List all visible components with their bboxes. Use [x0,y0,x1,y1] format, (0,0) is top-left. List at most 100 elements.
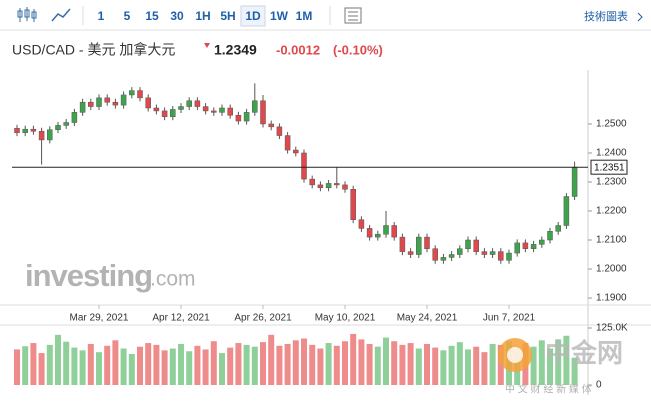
volume-bar [374,346,381,385]
volume-bar [128,353,135,385]
candle-body [481,251,488,255]
volume-bar [219,353,225,385]
candle-body [547,231,553,241]
volume-bar [350,333,357,385]
volume-bar [497,344,504,385]
candle-body [79,101,86,113]
candle-body [407,251,414,255]
plot: 1.2500 1.2400 1.2300 1.2200 1.2100 1.2000 1.19… [12,83,628,391]
candle-body [424,236,430,249]
volume-bar [358,339,365,385]
volume-bar [555,339,562,385]
volume-bar [71,347,78,385]
y-tick-label: 1.2400 [596,148,627,159]
candle-body [465,239,471,249]
candle-body [211,110,217,113]
candle-body [506,252,512,261]
watermark-domain: .com [150,268,196,291]
volume-bar [227,347,234,385]
active-interval [240,5,266,27]
interval-button[interactable]: 1 [98,9,105,23]
volume-bar [456,342,463,385]
candle-body [235,115,242,122]
volume-bar [284,343,291,385]
volume-bar [235,343,242,385]
candle-body [514,242,520,254]
candle-body [498,251,504,261]
logo-text: 中金网 [545,338,623,368]
volume-bar [210,341,217,385]
candle-body [293,149,299,154]
interval-button[interactable]: 30 [170,9,184,23]
candle-body [129,90,135,96]
candle-body [555,225,561,232]
volume-bar [440,350,447,385]
volume-bar [407,343,414,385]
change: -0.0012 [276,42,320,57]
volume-bar [424,343,430,385]
volume-bar [481,352,488,385]
interval-button[interactable]: 1M [296,9,313,23]
volume-bar [383,337,389,385]
volume-bar [366,343,373,385]
interval-button[interactable]: 1D [245,9,261,23]
volume-bar [145,343,152,385]
candle-body [375,233,381,238]
line-icon[interactable] [51,8,71,22]
candle-body [178,106,184,110]
volume-bar [399,344,406,385]
interval-button[interactable]: 1H [195,9,210,23]
y-tick-label: 1.2000 [596,264,627,275]
interval-button[interactable]: 5 [124,9,131,23]
volume-tick-label: 125.0K [596,323,628,334]
y-tick-label: 1.2200 [596,206,627,217]
candle-body [71,112,78,123]
candle-body [448,254,455,258]
volume-bar [46,344,53,385]
volume-bar [178,343,184,385]
y-tick-label: 1.2500 [596,119,627,130]
volume-bar [104,345,111,385]
candle-body [170,109,176,117]
candle-body [47,129,53,141]
toolbar [0,0,651,30]
volume-bar [547,348,553,385]
candle-body [260,100,266,125]
candle-body [301,152,307,180]
volume-bar [22,346,29,385]
volume-bar [30,343,37,385]
candle-body [153,107,160,112]
candle-body [63,122,69,126]
candle-body [96,97,102,107]
interval-button[interactable]: 1W [270,9,289,23]
candle-body [137,90,143,99]
volume-bar [14,349,20,385]
interval-button[interactable]: 5H [220,9,235,23]
settings-icon[interactable] [344,7,362,24]
candle-body [252,100,258,113]
volume-bar [333,345,340,385]
candle-body [457,248,463,255]
candle-body [366,228,373,238]
watermark-brand: investing [25,258,152,293]
chart-link-arrow [637,12,643,22]
volume-bar [63,341,70,385]
volume-bar [243,344,250,385]
candle-body [440,257,447,261]
volume-bar [96,352,102,385]
candle-body [161,110,168,117]
candle-icon[interactable] [17,7,37,22]
volume-bar [55,334,61,385]
logo-tagline: 中 文 财 经 新 媒 体 [505,383,592,396]
volume-bar [202,349,209,385]
candle-body [432,248,438,261]
volume-bar [342,341,348,385]
candle-body [194,100,201,107]
chart-link[interactable]: 技術圖表 [584,9,628,23]
candle-body [243,112,250,122]
interval-button[interactable]: 15 [145,9,159,23]
volume-bar [260,342,266,385]
volume-bar [161,350,168,385]
